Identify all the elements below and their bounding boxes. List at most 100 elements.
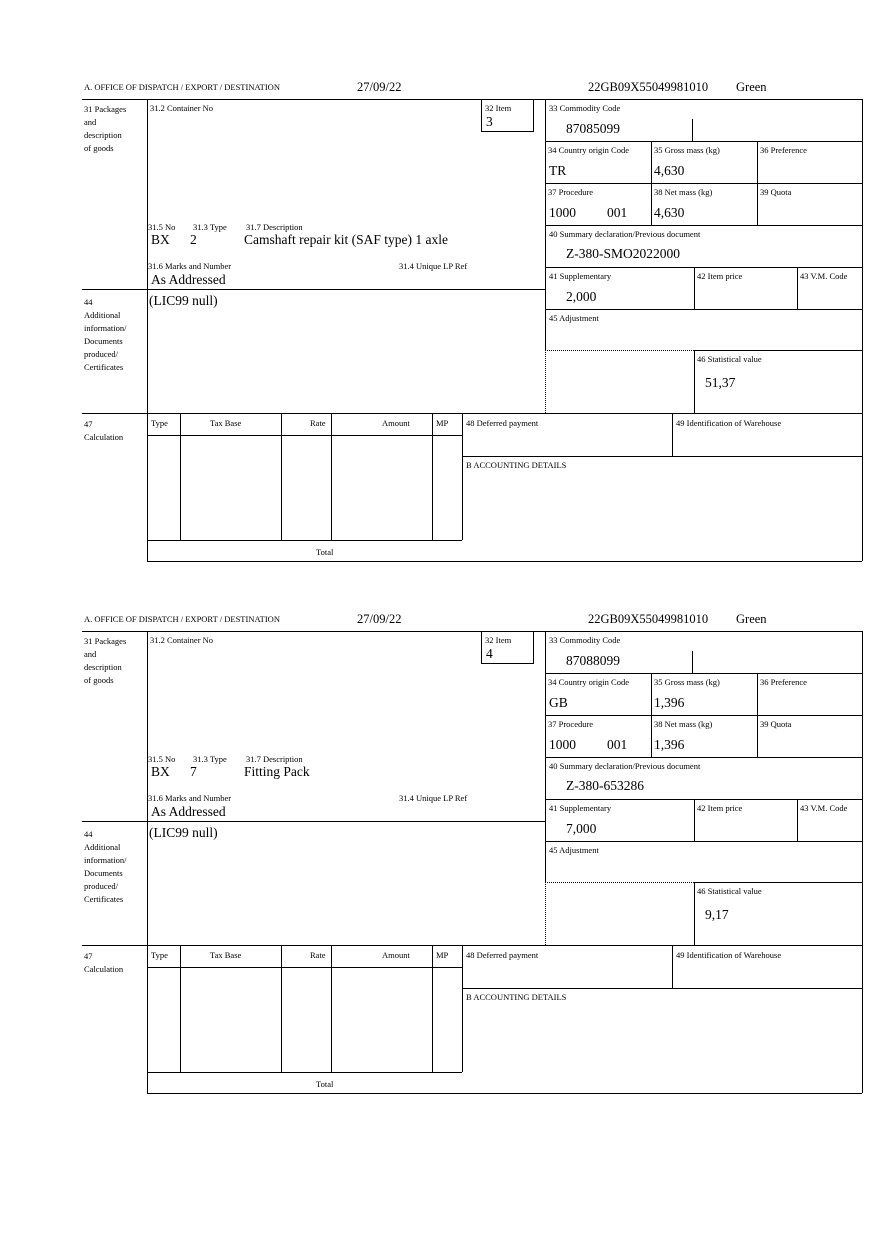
- form-rule: [545, 882, 694, 883]
- country-origin: GB: [549, 695, 568, 710]
- calc-tax-base-header: Tax Base: [210, 418, 242, 428]
- form-rule: [481, 99, 482, 131]
- box-44-label: 44 Additional information/ Documents pro…: [84, 297, 127, 372]
- supplementary-units: 7,000: [566, 821, 597, 836]
- form-rule: [147, 1072, 462, 1073]
- box-34-label: 34 Country origin Code: [548, 677, 629, 687]
- box-37-label: 37 Procedure: [548, 719, 594, 729]
- procedure-code: 1000: [549, 205, 576, 220]
- item-number: 3: [486, 114, 493, 129]
- declaration-date: 27/09/22: [357, 612, 402, 626]
- commodity-code: 87085099: [566, 121, 620, 136]
- box-31-2-label: 31.2 Container No: [150, 635, 214, 645]
- form-rule: [462, 945, 463, 1072]
- form-rule: [281, 945, 282, 1072]
- form-rule: [180, 945, 181, 1072]
- form-rule: [147, 1093, 862, 1094]
- form-rule: [147, 967, 462, 968]
- box-33-label: 33 Commodity Code: [549, 635, 621, 645]
- box-32-label: 32 Item: [485, 635, 512, 645]
- additional-information: (LIC99 null): [149, 825, 218, 840]
- box-38-label: 38 Net mass (kg): [654, 187, 713, 197]
- box-46-label: 46 Statistical value: [697, 354, 762, 364]
- office-of-dispatch-label: A. OFFICE OF DISPATCH / EXPORT / DESTINA…: [84, 614, 280, 624]
- form-rule: [462, 413, 463, 540]
- calc-rate-header: Rate: [310, 950, 326, 960]
- form-rule: [147, 99, 148, 561]
- form-rule: [545, 631, 546, 821]
- box-49-label: 49 Identification of Warehouse: [676, 418, 782, 428]
- form-rule: [533, 631, 534, 663]
- form-rule: [862, 631, 863, 1093]
- marks-and-numbers: As Addressed: [151, 272, 226, 287]
- box-37-label: 37 Procedure: [548, 187, 594, 197]
- form-rule: [82, 631, 862, 632]
- form-rule: [694, 882, 695, 945]
- box-43-label: 43 V.M. Code: [800, 271, 848, 281]
- marks-and-numbers: As Addressed: [151, 804, 226, 819]
- package-count: 7: [190, 764, 197, 779]
- box-42-label: 42 Item price: [697, 271, 743, 281]
- form-rule: [545, 141, 862, 142]
- form-rule: [147, 561, 862, 562]
- box-48-label: 48 Deferred payment: [466, 418, 539, 428]
- package-kind: BX: [151, 232, 170, 247]
- route-colour: Green: [736, 612, 767, 626]
- form-rule: [672, 413, 673, 456]
- form-rule: [147, 631, 148, 1093]
- box-31-3-label: 31.3 Type: [193, 222, 227, 232]
- previous-document: Z-380-SMO2022000: [566, 246, 680, 261]
- form-rule: [672, 945, 673, 988]
- box-48-label: 48 Deferred payment: [466, 950, 539, 960]
- previous-document: Z-380-653286: [566, 778, 644, 793]
- form-rule: [545, 821, 546, 882]
- box-31-label: 31 Packages and description of goods: [84, 104, 127, 153]
- form-rule: [82, 821, 545, 822]
- box-31-4-label: 31.4 Unique LP Ref: [399, 261, 468, 271]
- declaration-reference: 22GB09X55049981010: [588, 80, 709, 94]
- calc-amount-header: Amount: [382, 418, 410, 428]
- box-33-label: 33 Commodity Code: [549, 103, 621, 113]
- form-rule: [82, 289, 545, 290]
- form-rule: [82, 413, 862, 414]
- form-rule: [331, 945, 332, 1072]
- box-40-label: 40 Summary declaration/Previous document: [549, 761, 701, 771]
- box-31-3-label: 31.3 Type: [193, 754, 227, 764]
- box-39-label: 39 Quota: [760, 719, 792, 729]
- form-rule: [180, 413, 181, 540]
- box-40-label: 40 Summary declaration/Previous document: [549, 229, 701, 239]
- form-rule: [862, 99, 863, 561]
- goods-description: Camshaft repair kit (SAF type) 1 axle: [244, 232, 448, 247]
- calc-total-label: Total: [316, 547, 334, 557]
- form-rule: [331, 413, 332, 540]
- form-rule: [545, 799, 862, 800]
- box-36-label: 36 Preference: [760, 145, 807, 155]
- box-32-label: 32 Item: [485, 103, 512, 113]
- box-31-7-label: 31.7 Description: [246, 222, 303, 232]
- form-rule: [432, 413, 433, 540]
- box-46-label: 46 Statistical value: [697, 886, 762, 896]
- calc-rate-header: Rate: [310, 418, 326, 428]
- box-31-7-label: 31.7 Description: [246, 754, 303, 764]
- supplementary-units: 2,000: [566, 289, 597, 304]
- statistical-value: 9,17: [705, 907, 729, 922]
- commodity-code: 87088099: [566, 653, 620, 668]
- form-rule: [545, 183, 862, 184]
- form-rule: [545, 350, 694, 351]
- box-45-label: 45 Adjustment: [549, 313, 599, 323]
- form-rule: [692, 119, 693, 141]
- box-31-6-label: 31.6 Marks and Number: [148, 261, 232, 271]
- additional-information: (LIC99 null): [149, 293, 218, 308]
- form-rule: [545, 309, 862, 310]
- box-41-label: 41 Supplementary: [549, 271, 612, 281]
- form-rule: [281, 413, 282, 540]
- box-31-5-label: 31.5 No: [148, 222, 176, 232]
- box-36-label: 36 Preference: [760, 677, 807, 687]
- office-of-dispatch-label: A. OFFICE OF DISPATCH / EXPORT / DESTINA…: [84, 82, 280, 92]
- form-rule: [481, 663, 534, 664]
- box-44-label: 44 Additional information/ Documents pro…: [84, 829, 127, 904]
- declaration-form-item: A. OFFICE OF DISPATCH / EXPORT / DESTINA…: [0, 80, 882, 612]
- box-31-label: 31 Packages and description of goods: [84, 636, 127, 685]
- form-rule: [694, 267, 695, 309]
- form-rule: [694, 350, 862, 351]
